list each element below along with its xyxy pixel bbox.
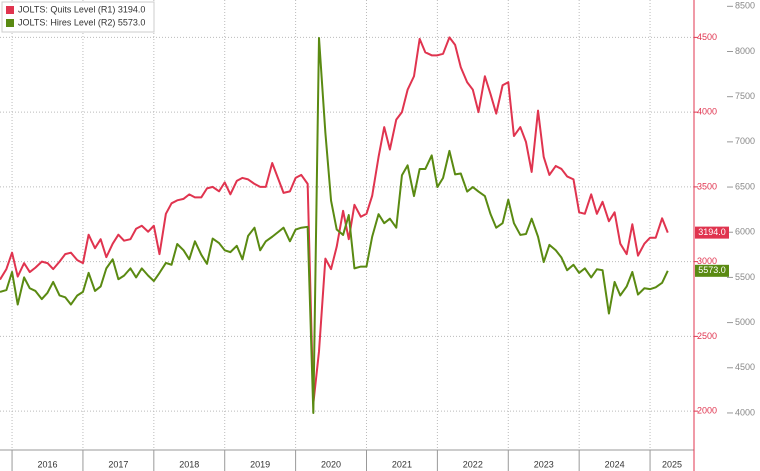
y-tick-label: 2000: [697, 406, 717, 416]
x-tick-label: 2023: [534, 459, 554, 469]
series-line: [0, 36, 669, 414]
y2-tick-label: 6500: [735, 181, 755, 191]
legend-label: JOLTS: Quits Level (R1) 3194.0: [18, 4, 145, 14]
x-tick-label: 2017: [108, 459, 128, 469]
y-tick-label: 3000: [697, 256, 717, 266]
y2-tick-label: 8000: [735, 46, 755, 56]
y2-tick-label: 7000: [735, 136, 755, 146]
x-tick-label: 2025: [662, 459, 682, 469]
value-label: 3194.0: [698, 227, 726, 237]
value-label-box: [695, 264, 729, 277]
legend-swatch: [6, 6, 14, 14]
x-tick-label: 2018: [179, 459, 199, 469]
value-label: 5573.0: [698, 265, 726, 275]
x-tick-label: 2016: [37, 459, 57, 469]
y2-tick-label: 7500: [735, 91, 755, 101]
x-tick-label: 2020: [321, 459, 341, 469]
legend-swatch: [6, 19, 14, 27]
x-tick-label: 2022: [463, 459, 483, 469]
y2-tick-label: 5500: [735, 272, 755, 282]
y2-tick-label: 8500: [735, 1, 755, 11]
y2-tick-label: 4000: [735, 407, 755, 417]
y-tick-label: 4500: [697, 32, 717, 42]
legend-box: [1, 1, 155, 33]
y-tick-label: 2500: [697, 331, 717, 341]
y2-tick-label: 5000: [735, 317, 755, 327]
y-tick-label: 4000: [697, 107, 717, 117]
y2-tick-label: 6000: [735, 227, 755, 237]
x-tick-label: 2021: [392, 459, 412, 469]
x-tick-label: 2024: [605, 459, 625, 469]
series-line: [0, 36, 669, 405]
legend-label: JOLTS: Hires Level (R2) 5573.0: [18, 17, 145, 27]
y2-tick-label: 4500: [735, 362, 755, 372]
x-tick-label: 2019: [250, 459, 270, 469]
value-label-box: [695, 226, 729, 239]
y-tick-label: 3500: [697, 181, 717, 191]
